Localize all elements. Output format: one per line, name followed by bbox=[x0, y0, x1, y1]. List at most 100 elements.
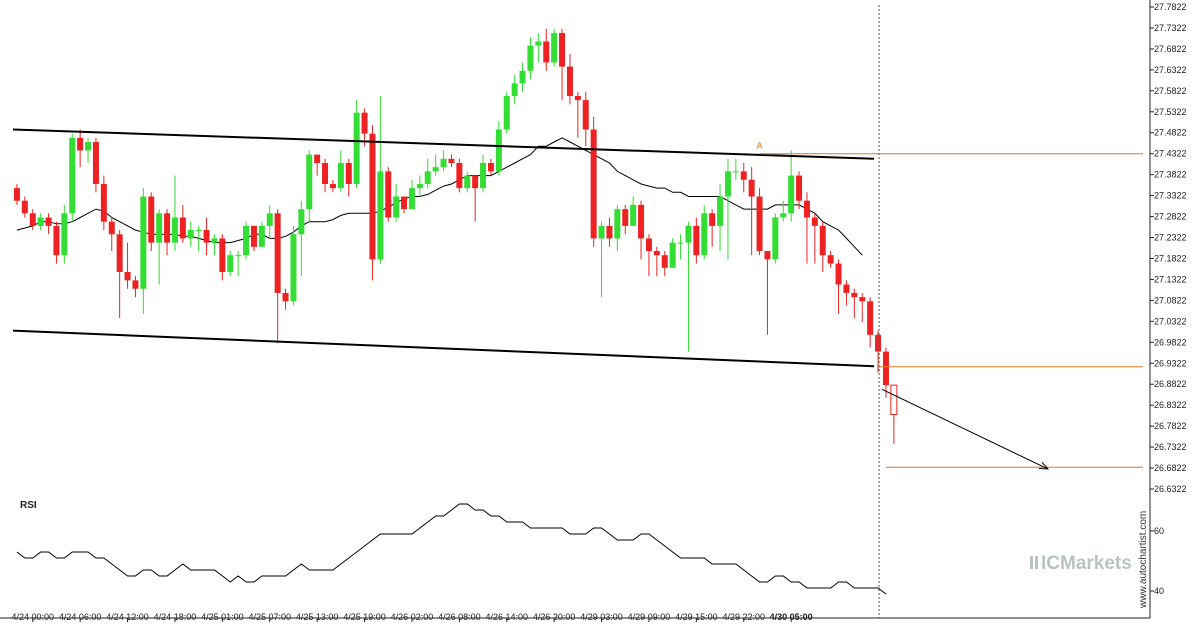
candle-body bbox=[45, 217, 52, 226]
candle-body bbox=[203, 230, 210, 243]
candle bbox=[811, 213, 818, 264]
candle-body bbox=[148, 196, 155, 243]
candle-body bbox=[685, 225, 692, 243]
candle bbox=[401, 196, 408, 214]
candle-body bbox=[527, 45, 534, 71]
candle bbox=[77, 129, 84, 168]
time-tick-label: 4/24 18:00 bbox=[154, 612, 197, 622]
brand-watermark: ICMarkets bbox=[1041, 553, 1132, 574]
candle-body bbox=[645, 238, 652, 252]
candle-body bbox=[416, 183, 423, 189]
price-tick-label: 27.5822 bbox=[1154, 86, 1187, 96]
candle-body bbox=[843, 284, 850, 293]
candle-body bbox=[337, 163, 344, 189]
candle bbox=[219, 234, 226, 281]
candle bbox=[164, 209, 171, 256]
candle-body bbox=[266, 213, 273, 226]
candle bbox=[393, 183, 400, 222]
candle-body bbox=[29, 213, 36, 226]
candle bbox=[464, 171, 471, 193]
candle-body bbox=[464, 175, 471, 189]
candle bbox=[835, 259, 842, 314]
candle bbox=[890, 384, 898, 444]
candle bbox=[669, 238, 676, 268]
candle-body bbox=[377, 171, 384, 260]
levels-layer bbox=[759, 153, 1143, 468]
candle bbox=[701, 204, 708, 260]
candle-body bbox=[803, 200, 810, 218]
candle-body bbox=[764, 251, 771, 260]
candle-body bbox=[598, 225, 605, 239]
candle-body bbox=[116, 234, 123, 272]
candle-body bbox=[235, 255, 242, 257]
candle-body bbox=[630, 204, 637, 226]
candle-body bbox=[582, 100, 589, 130]
price-tick-label: 26.6322 bbox=[1154, 484, 1187, 494]
price-tick-label: 27.3822 bbox=[1154, 170, 1187, 180]
rsi-tick-label: 40 bbox=[1154, 586, 1164, 596]
price-tick-label: 27.3322 bbox=[1154, 191, 1187, 201]
rsi-panel: RSI 60 40 bbox=[16, 500, 1164, 596]
price-tick-label: 27.7322 bbox=[1154, 23, 1187, 33]
time-tick-label: 4/29 09:00 bbox=[628, 612, 671, 622]
candle-body bbox=[250, 225, 257, 247]
candle bbox=[369, 125, 376, 281]
candle-body bbox=[487, 163, 494, 172]
candle-body bbox=[638, 204, 645, 239]
candle-body bbox=[472, 175, 479, 189]
candle bbox=[408, 179, 415, 210]
candle bbox=[29, 209, 36, 231]
candle-body bbox=[124, 271, 131, 281]
candle bbox=[740, 163, 747, 193]
candle-body bbox=[274, 213, 281, 293]
candle-body bbox=[353, 112, 360, 184]
candle-body bbox=[227, 255, 234, 272]
time-tick-label: 4/24 06:00 bbox=[59, 612, 102, 622]
candle bbox=[803, 192, 810, 264]
candle-body bbox=[772, 217, 779, 260]
candle bbox=[867, 297, 874, 348]
candle bbox=[456, 158, 463, 193]
candle-body bbox=[606, 225, 613, 239]
price-tick-label: 27.6822 bbox=[1154, 44, 1187, 54]
candle bbox=[432, 154, 439, 176]
candle-body bbox=[811, 217, 818, 226]
candle-body bbox=[322, 163, 329, 184]
candle bbox=[559, 28, 566, 101]
candle-body bbox=[543, 41, 550, 63]
candle-body bbox=[511, 83, 518, 96]
pattern-point-label: A bbox=[757, 141, 763, 151]
candle-body bbox=[867, 301, 874, 335]
candle bbox=[543, 28, 550, 71]
price-tick-label: 27.0322 bbox=[1154, 316, 1187, 326]
candle-body bbox=[780, 213, 787, 218]
candle bbox=[345, 158, 352, 197]
candle-body bbox=[788, 175, 795, 214]
candle-body bbox=[614, 209, 621, 239]
candle-body bbox=[21, 200, 28, 214]
candle-body bbox=[693, 225, 700, 256]
candle bbox=[187, 221, 194, 247]
time-tick-label: 4/24 00:00 bbox=[11, 612, 54, 622]
candle-body bbox=[219, 238, 226, 272]
candle bbox=[851, 288, 858, 319]
candle bbox=[179, 204, 186, 243]
candle-body bbox=[748, 179, 755, 197]
candle bbox=[480, 154, 487, 193]
candle-body bbox=[495, 129, 502, 172]
candle bbox=[511, 74, 518, 105]
candle bbox=[566, 54, 573, 105]
candle bbox=[827, 251, 834, 268]
price-tick-label: 27.6322 bbox=[1154, 65, 1187, 75]
candle bbox=[124, 242, 131, 289]
candle-body bbox=[661, 255, 668, 268]
candle-body bbox=[756, 196, 763, 252]
time-tick-label: 4/25 07:00 bbox=[248, 612, 291, 622]
price-tick-label: 27.4322 bbox=[1154, 149, 1187, 159]
candle bbox=[875, 330, 882, 373]
candle-body bbox=[211, 238, 218, 243]
candles-layer bbox=[13, 28, 898, 444]
candle bbox=[748, 167, 755, 256]
price-tick-label: 26.7322 bbox=[1154, 442, 1187, 452]
candle bbox=[614, 204, 621, 252]
